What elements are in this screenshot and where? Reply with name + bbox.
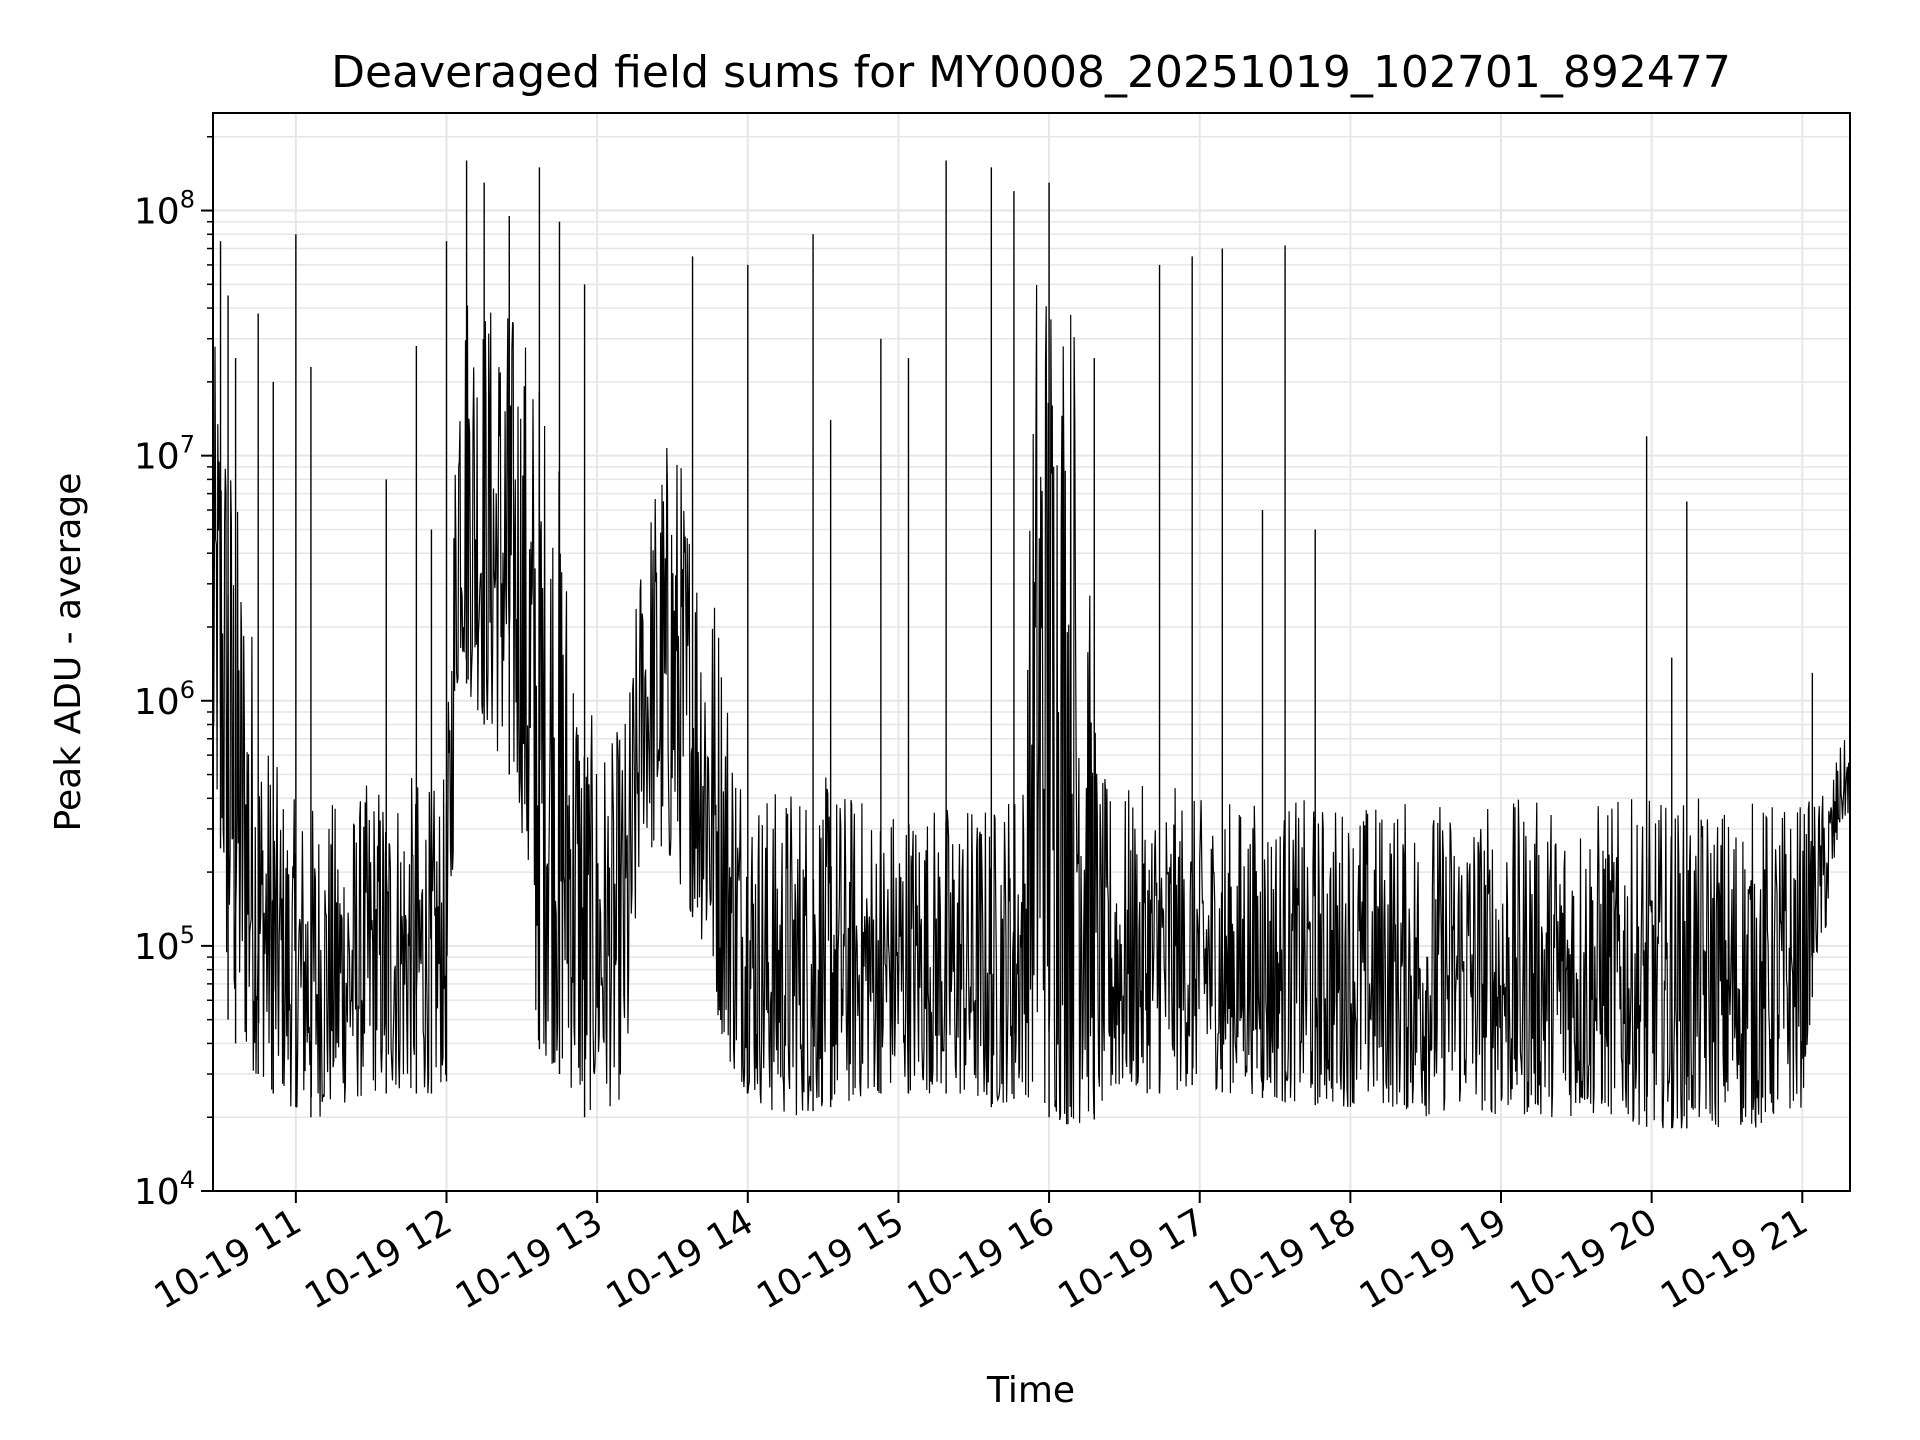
chart-title: Deaveraged field sums for MY0008_2025101… <box>331 47 1731 98</box>
series-trace <box>212 284 1851 1129</box>
y-tick-label: 108 <box>134 186 195 233</box>
y-tick-label: 105 <box>134 921 195 968</box>
y-axis-ticks: 104 105 106 107 108 <box>134 136 213 1213</box>
x-axis-label: Time <box>986 1370 1075 1411</box>
series-line <box>212 160 1851 1129</box>
y-tick-label: 104 <box>134 1166 195 1213</box>
y-tick-label: 106 <box>134 676 195 723</box>
y-tick-label: 107 <box>134 431 195 478</box>
plot-frame <box>212 112 1851 1192</box>
y-axis-label: Peak ADU - average <box>48 473 89 832</box>
